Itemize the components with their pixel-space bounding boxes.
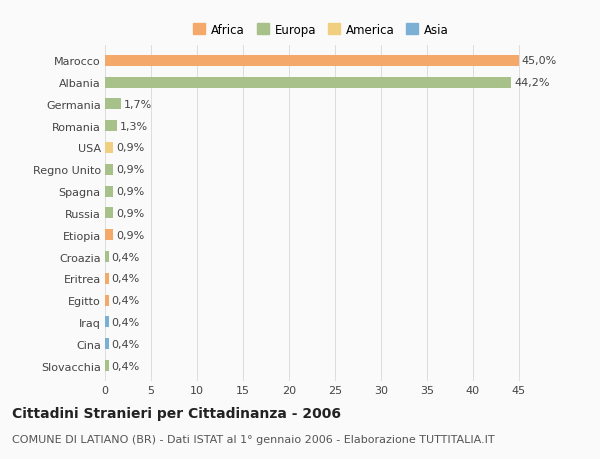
Text: 0,4%: 0,4%: [112, 252, 140, 262]
Bar: [105, 273, 109, 284]
Bar: [105, 339, 109, 349]
Text: 0,4%: 0,4%: [112, 296, 140, 305]
Text: 0,4%: 0,4%: [112, 274, 140, 284]
Bar: [105, 360, 109, 371]
Text: 0,9%: 0,9%: [116, 187, 144, 196]
Bar: [105, 208, 113, 219]
Bar: [105, 121, 117, 132]
Bar: [105, 143, 113, 154]
Text: Cittadini Stranieri per Cittadinanza - 2006: Cittadini Stranieri per Cittadinanza - 2…: [12, 406, 341, 420]
Bar: [105, 230, 113, 241]
Text: 1,7%: 1,7%: [124, 100, 152, 110]
Text: 44,2%: 44,2%: [514, 78, 550, 88]
Bar: [105, 186, 113, 197]
Text: 0,4%: 0,4%: [112, 317, 140, 327]
Bar: [105, 56, 518, 67]
Text: 0,9%: 0,9%: [116, 165, 144, 175]
Text: 0,4%: 0,4%: [112, 339, 140, 349]
Text: COMUNE DI LATIANO (BR) - Dati ISTAT al 1° gennaio 2006 - Elaborazione TUTTITALIA: COMUNE DI LATIANO (BR) - Dati ISTAT al 1…: [12, 434, 494, 444]
Bar: [105, 252, 109, 263]
Bar: [105, 295, 109, 306]
Legend: Africa, Europa, America, Asia: Africa, Europa, America, Asia: [193, 24, 449, 37]
Text: 1,3%: 1,3%: [120, 122, 148, 131]
Bar: [105, 99, 121, 110]
Text: 45,0%: 45,0%: [521, 56, 557, 66]
Bar: [105, 164, 113, 175]
Bar: [105, 317, 109, 328]
Text: 0,4%: 0,4%: [112, 361, 140, 371]
Text: 0,9%: 0,9%: [116, 230, 144, 240]
Bar: [105, 78, 511, 88]
Text: 0,9%: 0,9%: [116, 208, 144, 218]
Text: 0,9%: 0,9%: [116, 143, 144, 153]
